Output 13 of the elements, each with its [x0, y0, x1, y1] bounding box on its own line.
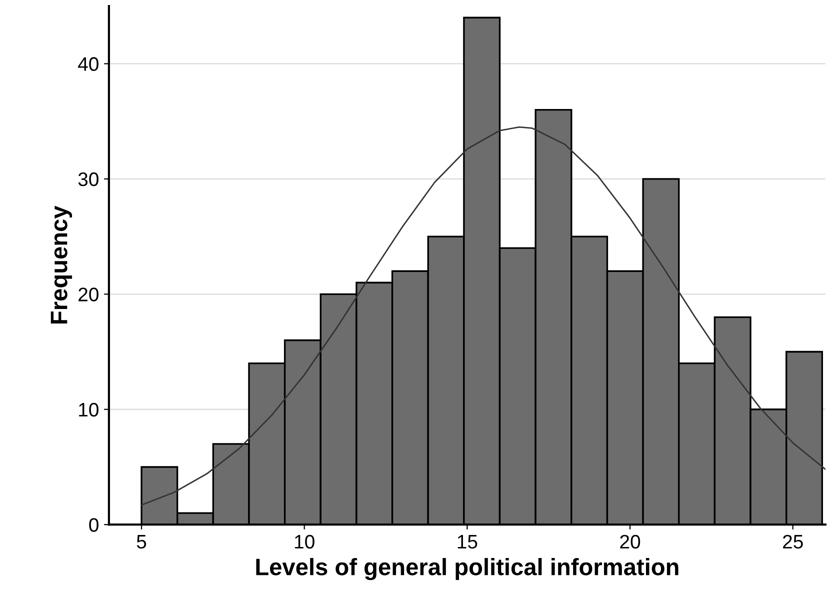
y-tick-label: 20 [78, 288, 98, 302]
y-axis-title: Frequency [50, 206, 72, 324]
y-tick-label: 30 [78, 172, 98, 186]
y-tick-label: 40 [78, 57, 98, 71]
x-tick-label: 20 [620, 534, 640, 549]
x-tick-label: 5 [136, 535, 146, 549]
y-tick-label: 0 [89, 518, 98, 532]
x-tick-label: 10 [295, 534, 314, 549]
y-tick-label: 10 [79, 402, 98, 417]
x-tick-label: 25 [783, 534, 803, 549]
line-series [140, 126, 826, 506]
x-axis-title: Levels of general political information [256, 558, 678, 580]
x-tick-label: 15 [458, 535, 478, 549]
